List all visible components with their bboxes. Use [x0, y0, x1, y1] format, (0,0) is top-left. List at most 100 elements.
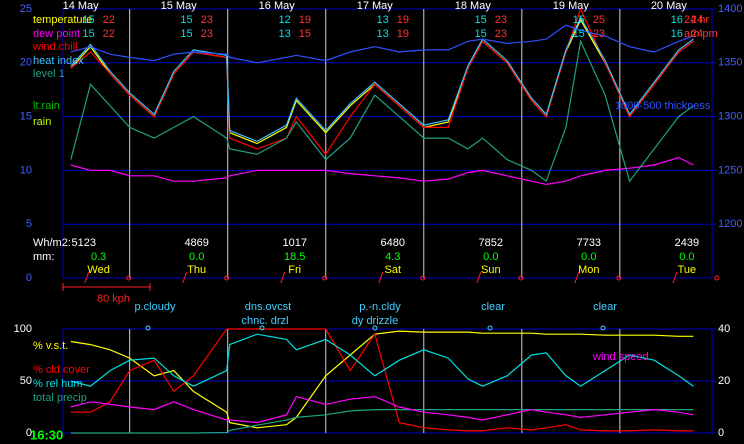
- legend-entry: level 1: [33, 68, 65, 80]
- max-value: 24: [691, 28, 703, 40]
- legend-entry: rain: [33, 116, 51, 128]
- day-label: 17 May: [357, 0, 394, 12]
- legend-entry: total precip: [33, 392, 87, 404]
- wind-marker: [224, 275, 230, 281]
- rain-value: 0.0: [581, 251, 596, 263]
- y-tick-label: 0: [26, 272, 32, 284]
- sky-condition: p.cloudy: [135, 301, 176, 313]
- solar-value: 5123: [72, 237, 96, 249]
- series-line: [70, 328, 694, 432]
- max-value: 19: [397, 28, 409, 40]
- wind-marker: [322, 275, 328, 281]
- wind-marker: [378, 271, 384, 284]
- sky-condition: p.-n.cldy: [359, 301, 401, 313]
- sky-condition: clear: [481, 301, 505, 313]
- series-line: [70, 39, 694, 183]
- time-label: 16:30: [30, 427, 63, 442]
- rain-label: mm:: [33, 251, 54, 263]
- min-value: 16: [671, 14, 683, 26]
- max-value: 15: [299, 28, 311, 40]
- min-value: 15: [180, 14, 192, 26]
- wind-marker: [280, 271, 286, 284]
- y2-tick-label: 40: [718, 323, 730, 335]
- wind-marker: [672, 271, 678, 284]
- weekday: Wed: [87, 264, 109, 276]
- y2-tick-label: 1350: [718, 57, 742, 69]
- wind-marker: [126, 275, 132, 281]
- max-value: 25: [593, 14, 605, 26]
- wind-marker: [420, 275, 426, 281]
- rain-value: 0.3: [91, 251, 106, 263]
- max-value: 19: [299, 14, 311, 26]
- wind-marker: [476, 271, 482, 284]
- rain-value: 0.0: [679, 251, 694, 263]
- row-label: 24 hr: [684, 14, 709, 26]
- series-line: [70, 16, 694, 142]
- wind-marker: [182, 271, 188, 284]
- min-value: 12: [278, 14, 290, 26]
- weekday: Sun: [481, 264, 501, 276]
- min-value: 13: [377, 28, 389, 40]
- legend-entry: heat index: [33, 55, 84, 67]
- day-label: 14 May: [63, 0, 100, 12]
- day-label: 15 May: [161, 0, 198, 12]
- solar-value: 4869: [184, 237, 208, 249]
- day-label: 16 May: [259, 0, 296, 12]
- legend-entry: temperature: [33, 14, 92, 26]
- min-value: 15: [573, 14, 585, 26]
- series-line: [70, 156, 694, 186]
- legend-entry: % rel hum: [33, 378, 83, 390]
- legend-entry: lt.rain: [33, 100, 60, 112]
- solar-value: 2439: [675, 237, 699, 249]
- solar-value: 1017: [282, 237, 306, 249]
- min-value: 13: [377, 14, 389, 26]
- weekday: Mon: [578, 264, 599, 276]
- weekday: Tue: [678, 264, 697, 276]
- min-value: 15: [573, 28, 585, 40]
- max-value: 22: [103, 28, 115, 40]
- rain-value: 18.5: [284, 251, 305, 263]
- min-value: 15: [475, 28, 487, 40]
- legend-entry: wind speed: [592, 351, 649, 363]
- min-value: 16: [671, 28, 683, 40]
- day-label: 20 May: [651, 0, 688, 12]
- weekday: Fri: [288, 264, 301, 276]
- y2-tick-label: 0: [718, 427, 724, 439]
- y2-tick-label: 1400: [718, 3, 742, 15]
- series-line: [70, 24, 694, 64]
- max-value: 23: [201, 14, 213, 26]
- series-line: [70, 409, 694, 434]
- solar-value: 6480: [381, 237, 405, 249]
- y-tick-label: 20: [20, 57, 32, 69]
- min-value: 13: [278, 28, 290, 40]
- y-tick-label: 10: [20, 164, 32, 176]
- wind-marker: [574, 271, 580, 284]
- max-value: 23: [593, 28, 605, 40]
- series-line: [70, 395, 694, 424]
- max-value: 23: [201, 28, 213, 40]
- max-value: 23: [495, 28, 507, 40]
- sky-condition: chnc. drzl: [241, 315, 288, 327]
- legend-entry: 1000-500 thickness: [615, 100, 711, 112]
- series-line: [70, 7, 694, 156]
- y-tick-label: 50: [20, 375, 32, 387]
- wind-marker: [616, 275, 622, 281]
- max-value: 22: [103, 14, 115, 26]
- wind-marker: [518, 275, 524, 281]
- y2-tick-label: 20: [718, 375, 730, 387]
- solar-value: 7852: [479, 237, 503, 249]
- max-value: 19: [397, 14, 409, 26]
- sky-condition: dy drizzle: [352, 315, 398, 327]
- min-value: 15: [82, 14, 94, 26]
- sky-marker: [600, 325, 606, 331]
- min-value: 15: [475, 14, 487, 26]
- day-label: 19 May: [553, 0, 590, 12]
- sky-marker: [259, 325, 265, 331]
- sky-condition: dns.ovcst: [245, 301, 291, 313]
- sky-marker: [487, 325, 493, 331]
- y2-tick-label: 1300: [718, 111, 742, 123]
- y-tick-label: 100: [14, 323, 32, 335]
- y-tick-label: 15: [20, 111, 32, 123]
- legend-entry: dew point: [33, 28, 80, 40]
